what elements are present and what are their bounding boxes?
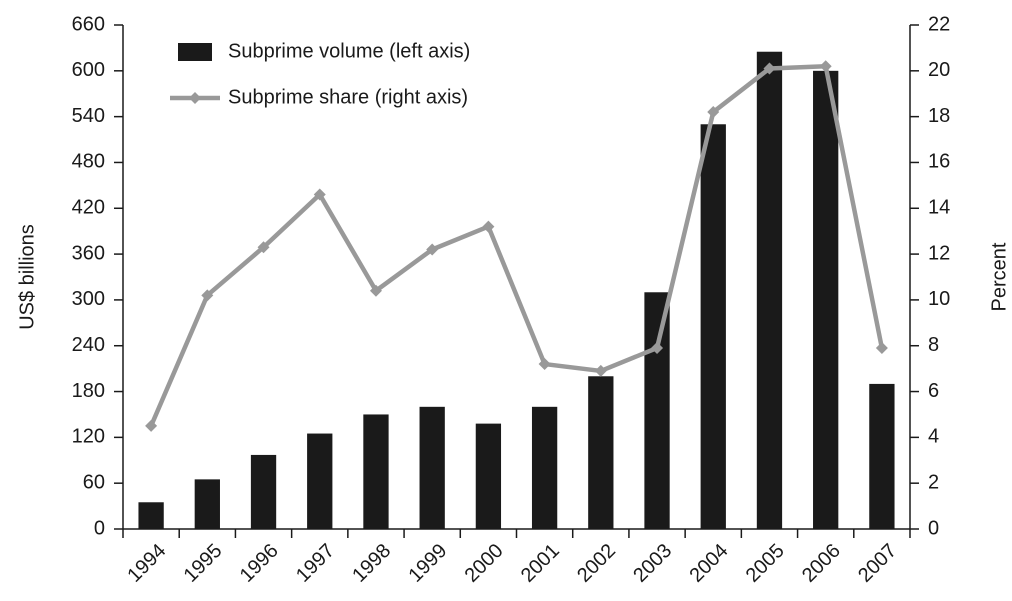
marker [369, 284, 382, 297]
bar [869, 383, 895, 529]
y-tick-label: 240 [72, 334, 105, 356]
marker [819, 60, 832, 73]
marker [257, 241, 270, 254]
x-tick-label: 2003 [629, 540, 676, 587]
y2-tick-label: 22 [928, 13, 950, 35]
bar [700, 124, 726, 529]
x-tick-label: 2002 [573, 540, 620, 587]
x-tick-label: 1997 [292, 540, 339, 587]
marker [875, 342, 888, 355]
x-tick-label: 2007 [854, 540, 901, 587]
legend-label: Subprime volume (left axis) [228, 40, 470, 62]
bar [588, 376, 614, 529]
y2-tick-label: 0 [928, 517, 939, 539]
marker [313, 188, 326, 201]
x-tick-label: 1995 [180, 540, 227, 587]
y2-tick-label: 14 [928, 197, 950, 219]
y-tick-label: 480 [72, 151, 105, 173]
y2-tick-label: 8 [928, 334, 939, 356]
marker [707, 106, 720, 119]
marker [594, 364, 607, 377]
y2-tick-label: 12 [928, 242, 950, 264]
bar [756, 51, 783, 530]
legend-marker [189, 92, 201, 104]
y-tick-label: 540 [72, 105, 105, 127]
y2-tick-label: 16 [928, 151, 950, 173]
marker [763, 62, 776, 75]
marker [145, 419, 158, 432]
bar [419, 406, 445, 529]
x-tick-label: 1996 [236, 540, 283, 587]
x-tick-label: 1998 [348, 540, 395, 587]
bar [307, 433, 333, 529]
bar [531, 406, 558, 529]
bar [644, 292, 670, 529]
marker [201, 289, 214, 302]
legend-swatch [178, 43, 212, 61]
x-tick-label: 2006 [798, 540, 845, 587]
y-tick-label: 420 [72, 197, 105, 219]
y-tick-label: 360 [72, 242, 105, 264]
bar [138, 502, 164, 529]
marker [426, 243, 439, 256]
x-tick-label: 1999 [404, 540, 451, 587]
y2-tick-label: 2 [928, 471, 939, 493]
y2-tick-label: 10 [928, 288, 950, 310]
bar [475, 423, 502, 529]
legend-label: Subprime share (right axis) [228, 86, 468, 108]
y-axis-title: US$ billions [16, 224, 38, 330]
y-tick-label: 300 [72, 288, 105, 310]
y-tick-label: 660 [72, 13, 105, 35]
marker [538, 358, 551, 371]
bar [250, 454, 277, 529]
marker [651, 342, 664, 355]
y-tick-label: 60 [83, 471, 105, 493]
marker [482, 220, 495, 233]
y2-tick-label: 6 [928, 380, 939, 402]
x-tick-label: 2005 [742, 540, 789, 587]
bar [194, 479, 220, 529]
line [149, 63, 885, 427]
x-tick-label: 1994 [123, 540, 170, 587]
y2-tick-label: 20 [928, 59, 950, 81]
y-tick-label: 0 [94, 517, 105, 539]
y2-axis-title: Percent [988, 242, 1010, 311]
bar [813, 70, 839, 530]
bar [363, 414, 389, 529]
x-tick-label: 2004 [685, 540, 732, 587]
y-tick-label: 120 [72, 426, 105, 448]
x-tick-label: 2001 [517, 540, 564, 587]
y-tick-label: 600 [72, 59, 105, 81]
y-tick-label: 180 [72, 380, 105, 402]
x-tick-label: 2000 [461, 540, 508, 587]
y2-tick-label: 4 [928, 426, 939, 448]
y2-tick-label: 18 [928, 105, 950, 127]
